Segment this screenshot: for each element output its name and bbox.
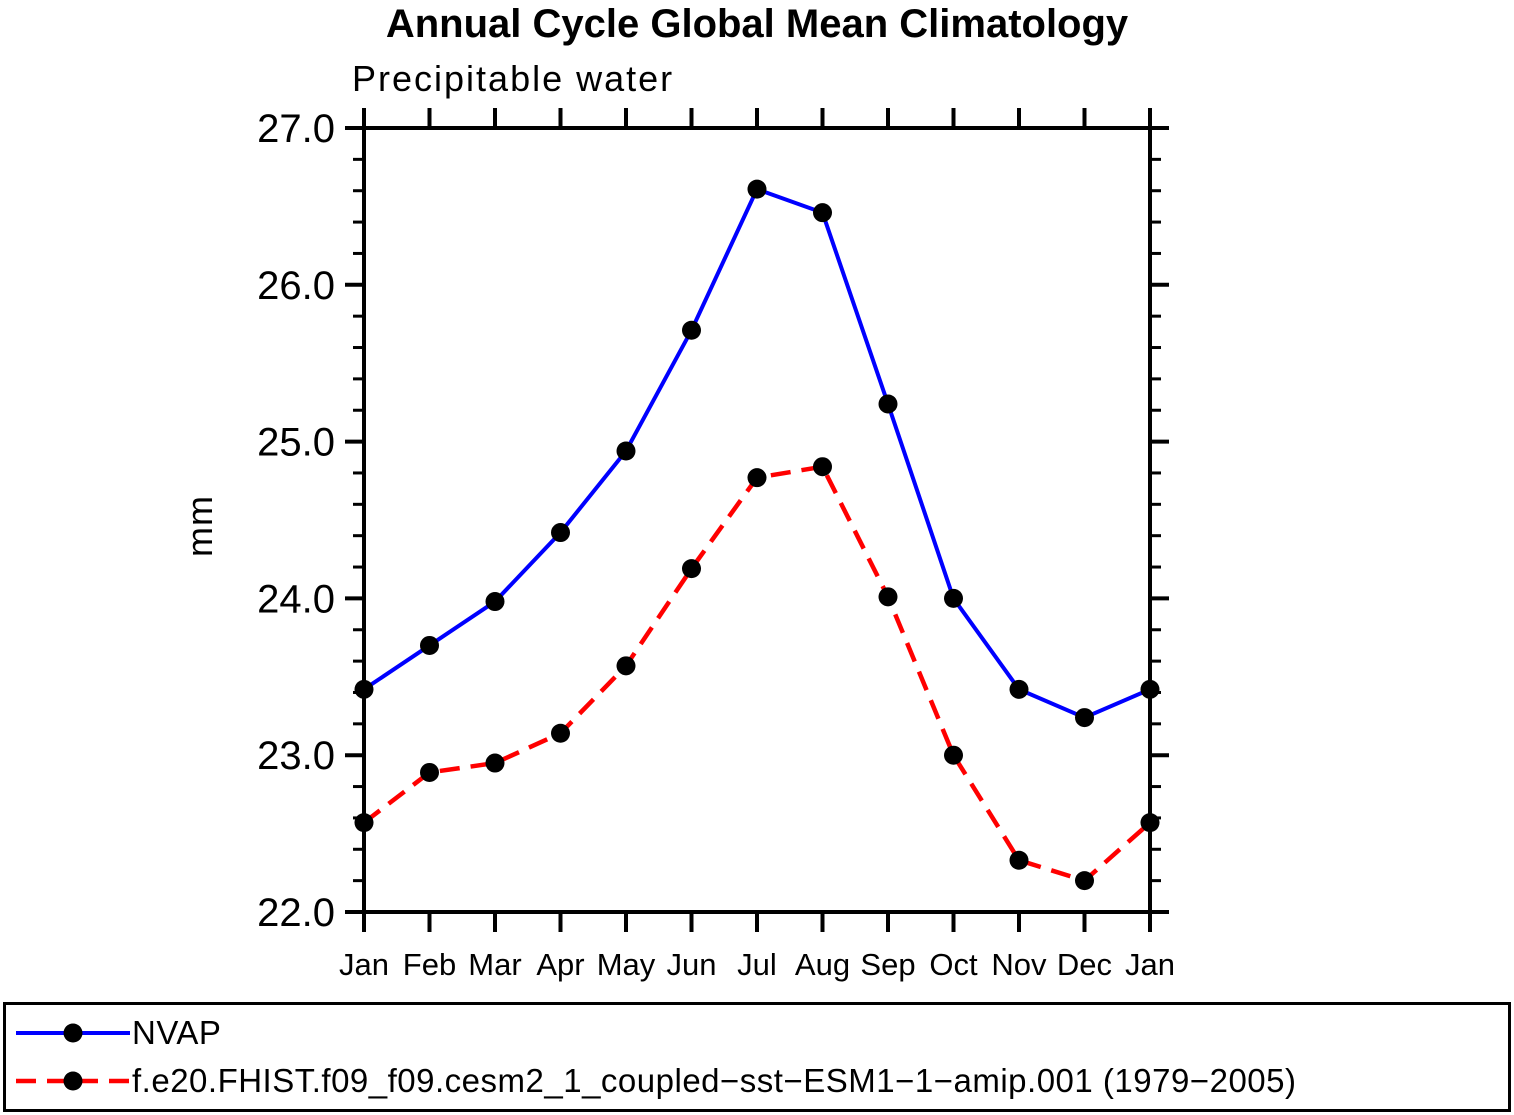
chart-title: Annual Cycle Global Mean Climatology (385, 2, 1129, 46)
data-point-marker-0 (485, 592, 505, 612)
y-tick-label: 23.0 (257, 734, 335, 778)
chart-subtitle: Precipitable water (352, 58, 675, 99)
data-point-marker-1 (420, 762, 439, 782)
data-point-marker-1 (616, 656, 636, 676)
y-tick-label: 27.0 (257, 107, 335, 151)
data-point-marker-1 (551, 723, 570, 743)
data-point-marker-1 (1075, 871, 1094, 891)
y-tick-label: 25.0 (257, 421, 335, 465)
data-point-marker-1 (1140, 813, 1160, 833)
x-tick-label: Jul (737, 947, 777, 982)
x-tick-label: Nov (991, 947, 1047, 982)
x-tick-label: Apr (536, 947, 584, 982)
data-point-marker-0 (944, 588, 963, 608)
x-tick-label: Oct (929, 947, 978, 982)
x-tick-label: Mar (468, 947, 521, 982)
plot-frame (362, 126, 1152, 914)
data-point-marker-1 (682, 559, 701, 579)
plot-area: 22.0 23.0 24.0 25.0 26.0 27.0 Jan Feb Mar Apr May J… (257, 107, 1175, 982)
data-point-marker-1 (944, 745, 963, 765)
data-point-marker-0 (551, 523, 570, 543)
data-point-marker-0 (354, 679, 374, 699)
series-line-0 (362, 186, 1151, 720)
data-point-marker-1 (354, 813, 374, 833)
y-tick-label: 26.0 (257, 264, 335, 308)
data-point-marker-0 (813, 203, 832, 223)
data-point-marker-0 (420, 635, 439, 655)
data-point-marker-1 (878, 587, 898, 607)
x-tick-label: Feb (403, 947, 456, 982)
data-point-marker-0 (1075, 708, 1094, 728)
x-tick-label: Jun (667, 947, 717, 982)
legend-marker-dot (63, 1071, 83, 1091)
x-tick-label: Jan (339, 947, 389, 982)
legend-line-sample-solid (16, 1023, 130, 1043)
data-point-marker-1 (485, 753, 505, 773)
x-tick-label: May (597, 947, 656, 982)
data-point-marker-1 (1009, 850, 1029, 870)
legend-label-nvap: NVAP (132, 1014, 222, 1051)
data-point-marker-1 (813, 457, 832, 477)
x-tick-label: Sep (860, 947, 915, 982)
data-point-marker-0 (1009, 679, 1029, 699)
legend-label-model: f.e20.FHIST.f09_f09.cesm2_1_coupled−sst−… (132, 1062, 1297, 1099)
data-point-marker-1 (747, 468, 767, 488)
legend-item-nvap: NVAP (14, 1009, 1508, 1057)
data-point-marker-0 (682, 320, 701, 340)
data-point-marker-0 (616, 441, 636, 461)
data-point-marker-0 (878, 394, 898, 414)
x-tick-label: Aug (795, 947, 850, 982)
legend-line-sample-dashed (16, 1071, 130, 1091)
legend-marker-dot (63, 1023, 83, 1043)
x-tick-label: Dec (1057, 947, 1112, 982)
data-point-marker-0 (747, 179, 767, 199)
legend-item-model: f.e20.FHIST.f09_f09.cesm2_1_coupled−sst−… (14, 1057, 1508, 1105)
y-tick-label: 24.0 (257, 577, 335, 621)
series-line-1 (362, 464, 1152, 884)
y-tick-label: 22.0 (257, 891, 335, 935)
legend-box: NVAP f.e20.FHIST.f09_f09.cesm2_1_coupled… (3, 1002, 1511, 1112)
data-point-marker-0 (1140, 679, 1160, 699)
x-tick-label: Jan (1125, 947, 1175, 982)
